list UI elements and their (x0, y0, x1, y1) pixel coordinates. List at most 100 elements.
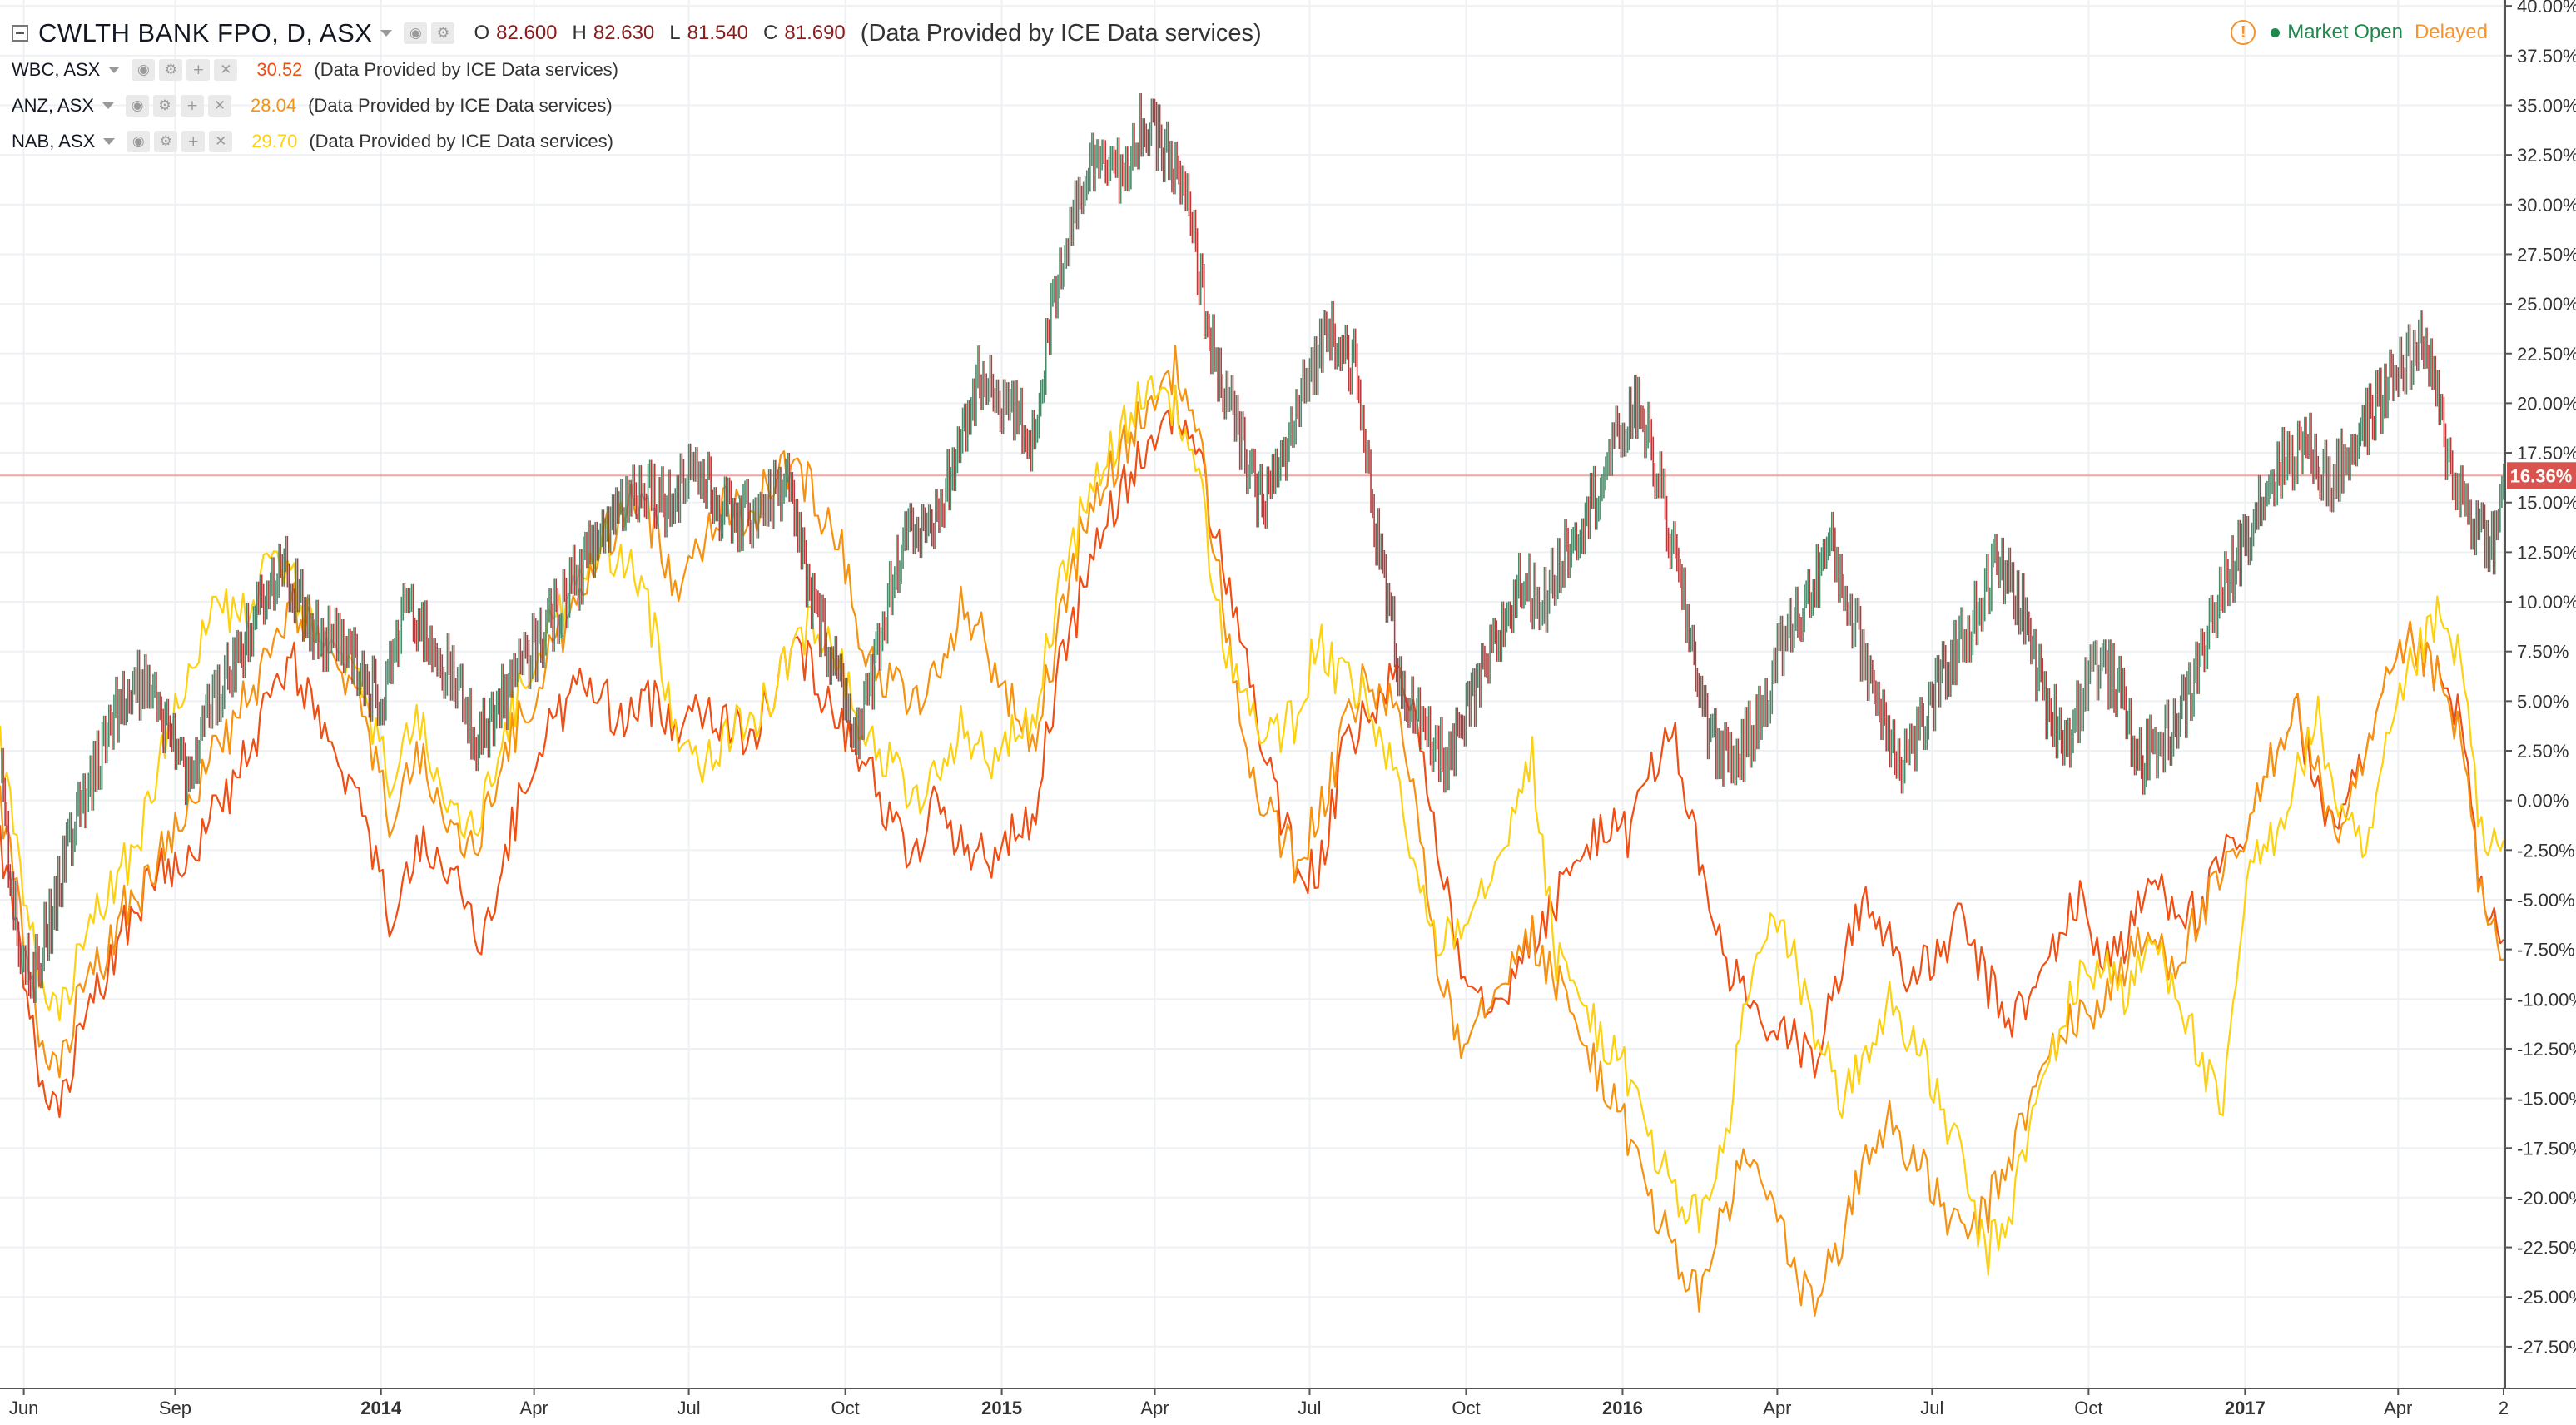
compare-value: 29.70 (251, 130, 298, 151)
open-value: 82.600 (496, 22, 558, 44)
y-tick-label: 5.00% (2517, 691, 2569, 712)
price-axis-bg (2505, 0, 2576, 1423)
y-tick-label: -25.00% (2517, 1287, 2576, 1308)
data-provider: (Data Provided by ICE Data services) (314, 58, 618, 80)
x-tick-label: Jul (1298, 1398, 1321, 1418)
close-value: 81.690 (784, 22, 846, 44)
data-provider: (Data Provided by ICE Data services) (860, 19, 1262, 47)
eye-icon[interactable]: ◉ (126, 94, 150, 117)
x-tick-label: 2015 (981, 1398, 1022, 1418)
main-symbol[interactable]: CWLTH BANK FPO, D, ASX (38, 18, 373, 47)
y-tick-label: -5.00% (2517, 890, 2575, 911)
chevron-down-icon[interactable] (380, 30, 393, 37)
y-tick-label: -17.50% (2517, 1138, 2576, 1159)
y-tick-label: -2.50% (2517, 840, 2575, 861)
chevron-down-icon[interactable] (103, 137, 116, 145)
compare-symbol[interactable]: NAB, ASX (12, 130, 96, 151)
eye-icon[interactable]: ◉ (404, 22, 428, 44)
plus-icon[interactable]: + (181, 94, 205, 117)
close-icon[interactable]: ✕ (209, 130, 233, 152)
eye-icon[interactable]: ◉ (132, 58, 156, 81)
x-tick-label: Oct (1452, 1398, 1480, 1418)
chart-legend: CWLTH BANK FPO, D, ASX ◉ ⚙ O 82.600 H 82… (12, 15, 1262, 159)
gear-icon[interactable]: ⚙ (153, 94, 177, 117)
open-label: O (474, 22, 490, 44)
y-tick-label: 12.50% (2517, 542, 2576, 563)
x-tick-label: Apr (520, 1398, 548, 1418)
last-value-label: 16.36% (2507, 462, 2576, 489)
data-provider: (Data Provided by ICE Data services) (308, 94, 613, 116)
market-status[interactable]: ! Market Open Delayed (2231, 20, 2488, 45)
eye-icon[interactable]: ◉ (127, 130, 151, 152)
y-tick-label: -22.50% (2517, 1238, 2576, 1259)
y-tick-label: -27.50% (2517, 1337, 2576, 1358)
chart-series (0, 92, 2505, 1317)
compare-value: 28.04 (251, 94, 297, 116)
y-tick-label: 25.00% (2517, 294, 2576, 315)
y-tick-label: 0.00% (2517, 791, 2569, 812)
data-provider: (Data Provided by ICE Data services) (309, 130, 613, 151)
close-icon[interactable]: ✕ (208, 94, 232, 117)
gear-icon[interactable]: ⚙ (159, 58, 183, 81)
warning-icon[interactable]: ! (2231, 20, 2256, 45)
gear-icon[interactable]: ⚙ (431, 22, 455, 44)
x-tick-label: Sep (159, 1398, 191, 1418)
chevron-down-icon[interactable] (108, 66, 121, 73)
time-axis: Jun Sep 2014 Apr Jul Oct 2015 Apr Jul Oct 2016 Apr J… (0, 1388, 2576, 1418)
close-label: C (763, 22, 778, 44)
y-tick-label: 40.00% (2517, 0, 2576, 17)
chevron-down-icon[interactable] (102, 102, 115, 109)
x-tick-label: 2014 (360, 1398, 402, 1418)
high-value: 82.630 (593, 22, 655, 44)
legend-compare-row[interactable]: NAB, ASX ◉ ⚙ + ✕ 29.70 (Data Provided by ICE D… (12, 123, 1262, 159)
legend-compare-row[interactable]: WBC, ASX ◉ ⚙ + ✕ 30.52 (Data Provided by ICE D… (12, 52, 1262, 87)
y-tick-label: 22.50% (2517, 344, 2576, 365)
series-line-anz (0, 345, 2504, 1317)
legend-compare-row[interactable]: ANZ, ASX ◉ ⚙ + ✕ 28.04 (Data Provided by ICE D… (12, 87, 1262, 123)
high-label: H (572, 22, 587, 44)
legend-main-row[interactable]: CWLTH BANK FPO, D, ASX ◉ ⚙ O 82.600 H 82… (12, 15, 1262, 52)
status-dot-icon (2271, 27, 2281, 37)
y-tick-label: -15.00% (2517, 1089, 2576, 1110)
x-tick-label: 2017 (2225, 1398, 2266, 1418)
x-tick-label: 2 (2499, 1398, 2509, 1418)
x-tick-label: Apr (2384, 1398, 2412, 1418)
gear-icon[interactable]: ⚙ (154, 130, 178, 152)
x-tick-label: Oct (2074, 1398, 2102, 1418)
y-tick-label: 20.00% (2517, 393, 2576, 414)
y-tick-label: 35.00% (2517, 95, 2576, 116)
plus-icon[interactable]: + (181, 130, 206, 152)
y-tick-label: -20.00% (2517, 1188, 2576, 1209)
y-tick-label: 37.50% (2517, 46, 2576, 67)
compare-symbol[interactable]: ANZ, ASX (12, 94, 95, 116)
series-line-wbc (0, 384, 2504, 1119)
plus-icon[interactable]: + (186, 58, 211, 81)
y-tick-label: 27.50% (2517, 244, 2576, 265)
last-value-bg (2507, 462, 2576, 489)
series-candles-cba (1, 92, 2504, 1003)
y-tick-label: 10.00% (2517, 592, 2576, 613)
x-tick-label: Oct (831, 1398, 859, 1418)
y-tick-label: -12.50% (2517, 1039, 2576, 1060)
y-tick-label: 30.00% (2517, 195, 2576, 216)
x-tick-label: Jun (9, 1398, 38, 1418)
delayed-label: Delayed (2414, 21, 2488, 43)
y-tick-label: 7.50% (2517, 642, 2569, 663)
low-label: L (669, 22, 681, 44)
y-tick-label: 17.50% (2517, 443, 2576, 464)
grid-lines (0, 0, 2505, 1388)
y-tick-label: 32.50% (2517, 145, 2576, 166)
x-tick-label: 2016 (1602, 1398, 1643, 1418)
price-axis: 40.00% 37.50% 35.00% 32.50% 30.00% 27.50% 25.0… (2504, 0, 2576, 1423)
collapse-icon[interactable] (12, 25, 28, 42)
close-icon[interactable]: ✕ (214, 58, 238, 81)
last-value-text: 16.36% (2510, 465, 2573, 486)
y-tick-label: 15.00% (2517, 493, 2576, 514)
series-line-nab (0, 375, 2505, 1276)
market-open-label: Market Open (2287, 21, 2403, 43)
x-tick-label: Jul (678, 1398, 701, 1418)
x-tick-label: Apr (1763, 1398, 1791, 1418)
compare-symbol[interactable]: WBC, ASX (12, 58, 101, 80)
y-tick-label: -7.50% (2517, 940, 2575, 961)
